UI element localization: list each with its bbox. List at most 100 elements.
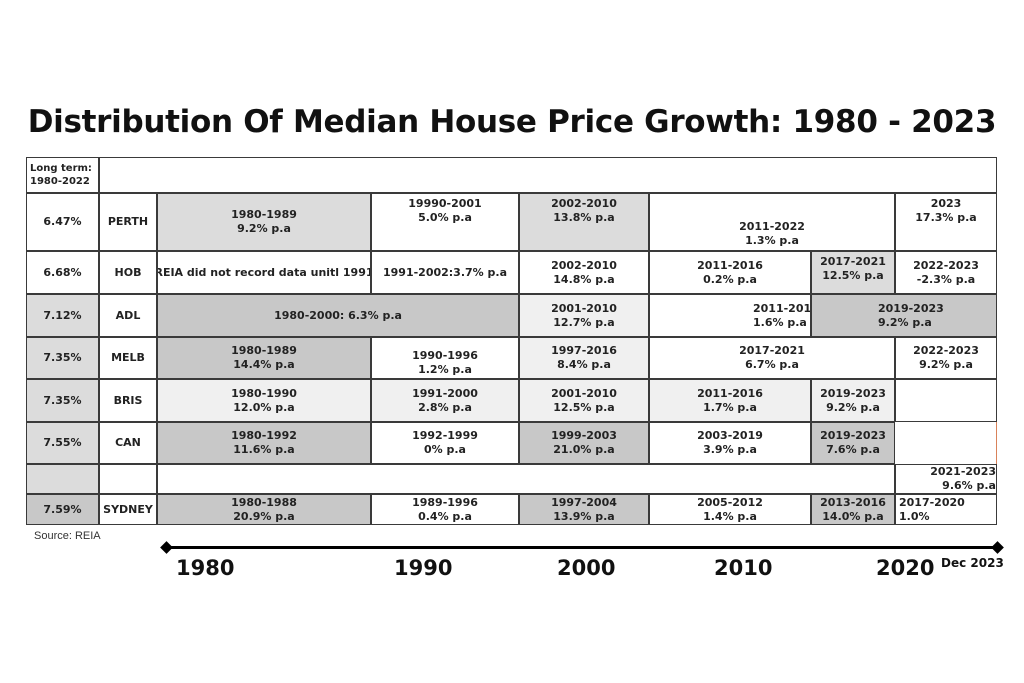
long-term-rate-value: 7.35% [43, 393, 82, 407]
period-cell: 1991-2002:3.7% p.a [371, 251, 519, 294]
city-label: MELB [99, 337, 157, 379]
period-cell: 1980-1989 14.4% p.a [157, 337, 371, 379]
period-rate: 1.7% p.a [703, 400, 757, 414]
period-rate: 7.6% p.a [826, 443, 880, 456]
period-rate: 1.3% p.a [745, 234, 799, 247]
period-rate: 12.0% p.a [233, 400, 295, 414]
period-rate: 20.9% p.a [233, 509, 295, 523]
long-term-rate: 7.12% [26, 294, 99, 337]
period-cell: 1997-2016 8.4% p.a [519, 337, 649, 379]
period-years: 2017-2021 [820, 255, 886, 268]
period-rate: 0.2% p.a [703, 272, 757, 286]
period-cell: 2019-2023 9.2% p.a [811, 294, 997, 337]
period-rate: 9.2% p.a [826, 400, 880, 414]
period-rate: 17.3% p.a [915, 211, 977, 224]
period-years: 1980-1989 [231, 344, 297, 357]
period-years: 1991-2000 [412, 386, 478, 400]
period-rate: 14.0% p.a [822, 509, 884, 523]
period-years: 2022-2023 [913, 258, 979, 272]
period-cell: 2002-2010 14.8% p.a [519, 251, 649, 294]
period-rate: 11.6% p.a [233, 443, 295, 456]
period-cell: 1999-2003 21.0% p.a [519, 422, 649, 464]
timeline-start-marker [160, 541, 173, 554]
period-cell: 2022-2023 9.2% p.a [895, 337, 997, 379]
long-term-rate-value: 6.47% [43, 215, 82, 228]
long-term-rate: 6.47% [26, 193, 99, 251]
city-label: HOB [99, 251, 157, 294]
long-term-rate-value: 7.55% [43, 436, 82, 449]
long-term-rate: 6.68% [26, 251, 99, 294]
period-rate: 13.8% p.a [553, 211, 615, 224]
city-name: MELB [111, 351, 145, 364]
period-rate: 6.7% p.a [745, 358, 799, 371]
period-years: 2017-2021 [739, 344, 805, 357]
city-name: HOB [114, 265, 142, 279]
period-rate: 14.8% p.a [553, 272, 615, 286]
timeline-label-dec-2023: Dec 2023 [941, 556, 1004, 570]
city-name: CAN [115, 436, 141, 449]
timeline-label-2010: 2010 [714, 556, 773, 580]
city-label: CAN [99, 422, 157, 464]
period-years: 2023 [930, 197, 962, 210]
long-term-header-line: 1980-2022 [30, 176, 90, 187]
period-cell: 1980-1992 11.6% p.a [157, 422, 371, 464]
period-cell: 1991-2000 2.8% p.a [371, 379, 519, 422]
period-years: 1997-2016 [551, 344, 617, 357]
spacer-city [99, 464, 157, 494]
period-rate: 0% p.a [424, 443, 466, 456]
period-cell: 2017-2021 12.5% p.a [811, 251, 895, 294]
period-years: 1980-1989 [231, 208, 297, 221]
period-rate: 1.2% p.a [418, 363, 472, 376]
long-term-rate: 7.55% [26, 422, 99, 464]
spacer-blank [157, 464, 895, 494]
timeline-end-marker [991, 541, 1004, 554]
city-label: SYDNEY [99, 494, 157, 525]
period-cell: 2022-2023 -2.3% p.a [895, 251, 997, 294]
period-years: 2019-2023 [820, 386, 886, 400]
period-years: 2017-2020 [899, 495, 965, 509]
period-cell: REIA did not record data unitl 1991 [157, 251, 371, 294]
period-rate: 12.5% p.a [822, 269, 884, 282]
period-years: 2005-2012 [697, 495, 763, 509]
long-term-rate-value: 6.68% [43, 265, 82, 279]
period-years: 1997-2004 [551, 495, 617, 509]
period-years: 2011-2016 [753, 301, 811, 315]
period-cell: 1992-1999 0% p.a [371, 422, 519, 464]
city-label: PERTH [99, 193, 157, 251]
period-years: 1989-1996 [412, 495, 478, 509]
period-years: 1980-1990 [231, 386, 297, 400]
period-years: 2002-2010 [551, 197, 617, 210]
period-cell: 1997-2004 13.9% p.a [519, 494, 649, 525]
period-cell: 1990-1996 1.2% p.a [371, 337, 519, 379]
period-years: REIA did not record data unitl 1991 [157, 265, 371, 279]
period-years: 2011-2022 [739, 220, 805, 233]
header-blank [99, 157, 997, 193]
period-cell: 2001-2010 12.5% p.a [519, 379, 649, 422]
long-term-rate: 7.35% [26, 379, 99, 422]
spacer-long-term [26, 464, 99, 494]
period-cell: 1980-1990 12.0% p.a [157, 379, 371, 422]
period-cell: 1980-2000: 6.3% p.a [157, 294, 519, 337]
period-rate: 9.6% p.a [942, 479, 996, 492]
long-term-rate: 7.35% [26, 337, 99, 379]
timeline-label-2020: 2020 [876, 556, 935, 580]
period-years: 2002-2010 [551, 258, 617, 272]
period-rate: -2.3% p.a [916, 272, 976, 286]
period-years: 1991-2002:3.7% p.a [382, 265, 507, 279]
period-years: 1990-1996 [412, 349, 478, 362]
period-cell: 1989-1996 0.4% p.a [371, 494, 519, 525]
period-rate: 2.8% p.a [418, 400, 472, 414]
period-rate: 8.4% p.a [557, 358, 611, 371]
period-years: 2003-2019 [697, 429, 763, 442]
long-term-header: Long term: 1980-2022 [26, 157, 99, 193]
period-cell: 2011-2016 1.7% p.a [649, 379, 811, 422]
period-cell: 2013-2016 14.0% p.a [811, 494, 895, 525]
period-rate: 21.0% p.a [553, 443, 615, 456]
period-cell: 19990-2001 5.0% p.a [371, 193, 519, 251]
chart-title: Distribution Of Median House Price Growt… [27, 104, 997, 140]
timeline-label-1980: 1980 [176, 556, 235, 580]
period-rate: 12.7% p.a [553, 315, 615, 329]
timeline-label-2000: 2000 [557, 556, 616, 580]
long-term-rate: 7.59% [26, 494, 99, 525]
